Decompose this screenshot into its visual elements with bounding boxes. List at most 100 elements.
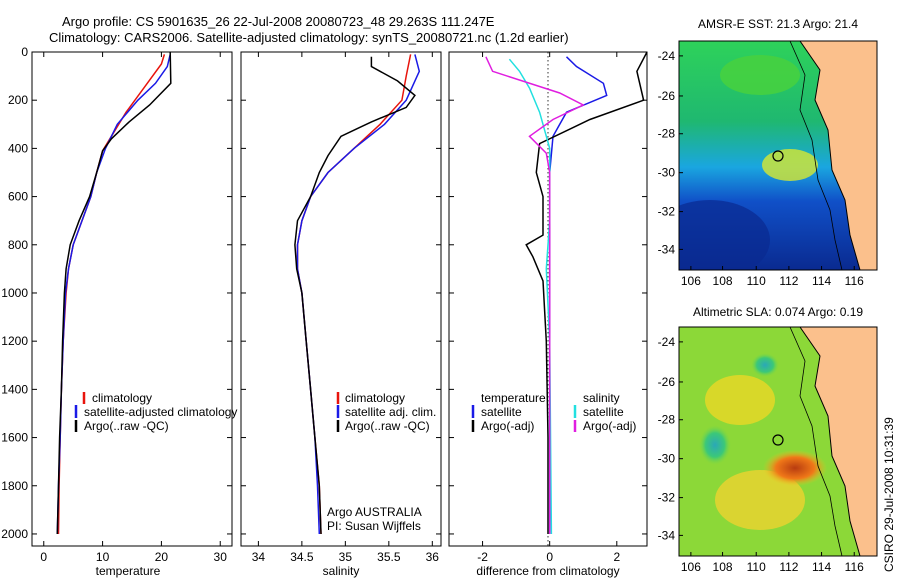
depth-axis: 0 200 400 600 800 1000 1200 1400 1600 1800 2000 [1, 45, 232, 541]
legend-entry-argo: Argo(..raw -QC) [84, 419, 169, 433]
argo-position-marker [772, 150, 784, 162]
lat-tick-label: -30 [658, 166, 676, 180]
timestamp-label: CSIRO 29-Jul-2008 10:31:39 [882, 417, 896, 572]
legend-entry-sal-argo: Argo(-adj) [583, 419, 636, 433]
y-tick-label: 800 [8, 238, 28, 252]
lon-tick-label: 106 [681, 560, 701, 574]
sst-cool-patch [679, 200, 770, 270]
legend-entry-satellite-adj: satellite adj. clim. [345, 405, 436, 419]
y-tick-label: 1200 [1, 334, 28, 348]
y-tick-label: 2000 [1, 527, 28, 541]
sst-warm-patch [762, 149, 818, 181]
y-tick-label: 400 [8, 141, 28, 155]
lon-tick-label: 114 [812, 560, 831, 574]
difference-x-axis: -2 0 2 [477, 52, 620, 564]
y-tick-label: 600 [8, 190, 28, 204]
lon-tick-label: 112 [779, 560, 798, 574]
legend-entry-climatology: climatology [92, 391, 152, 405]
lat-tick-label: -26 [658, 89, 676, 103]
lat-tick-label: -24 [658, 335, 676, 349]
shelf-contour [789, 41, 843, 270]
series-line-salinity-argo-adj- [485, 56, 585, 534]
lon-tick-label: 116 [845, 560, 864, 574]
sst-map: AMSR-E SST: 21.3 Argo: 21.4 106 108 110 112… [658, 17, 878, 288]
legend-entry-sal-satellite: satellite [583, 405, 624, 419]
lon-tick-label: 116 [845, 274, 864, 288]
x-tick-label: 35.5 [377, 550, 401, 564]
series-line-temperature-argo-adj- [525, 51, 648, 534]
x-tick-label: 36 [426, 550, 440, 564]
x-tick-label: 10 [96, 550, 110, 564]
argo-position-marker [772, 434, 784, 446]
legend-entry-satellite-adjusted: satellite-adjusted climatology [84, 405, 237, 419]
sla-map-frame [678, 326, 878, 557]
temperature-xlabel: temperature [96, 564, 161, 578]
legend-header-temperature: temperature [481, 391, 546, 405]
figure-title-line1: Argo profile: CS 5901635_26 22-Jul-2008 … [62, 14, 495, 29]
temperature-legend: climatology satellite-adjusted climatolo… [74, 391, 237, 433]
x-tick-label: 35 [339, 550, 353, 564]
temperature-x-axis: 0 10 20 30 [40, 52, 227, 564]
lon-tick-label: 114 [812, 274, 831, 288]
figure-title-line2: Climatology: CARS2006. Satellite-adjuste… [49, 30, 569, 45]
legend-entry-temp-argo: Argo(-adj) [481, 419, 534, 433]
lat-tick-label: -24 [658, 49, 676, 63]
y-tick-label: 1800 [1, 479, 28, 493]
y-tick-label: 1400 [1, 382, 28, 396]
sst-map-frame [678, 40, 878, 271]
y-tick-label: 1000 [1, 286, 28, 300]
y-tick-label: 200 [8, 93, 28, 107]
salinity-axes-box [240, 51, 442, 547]
sla-warm-eddy [763, 450, 827, 486]
difference-legend: temperature satellite Argo(-adj) salinit… [471, 391, 636, 433]
series-line-argo-raw-qc- [294, 56, 416, 535]
lat-tick-label: -30 [658, 452, 676, 466]
lon-tick-label: 112 [779, 274, 798, 288]
float-owner: Argo AUSTRALIA [327, 505, 422, 519]
sla-map-axes: 106 108 110 112 114 116 -24 -26 -28 -30 -32 -34 [658, 335, 864, 574]
salinity-y-ticks [241, 51, 441, 535]
x-tick-label: 30 [214, 550, 228, 564]
sla-yellow-patch-south [715, 470, 805, 530]
lat-tick-label: -32 [658, 205, 676, 219]
salinity-x-axis: 34 34.5 35 35.5 36 [252, 52, 440, 564]
y-tick-label: 0 [21, 45, 28, 59]
legend-entry-climatology: climatology [345, 391, 405, 405]
sst-map-axes: 106 108 110 112 114 116 -24 -26 -28 -30 -32 -34 [658, 49, 864, 288]
lon-tick-label: 108 [713, 560, 733, 574]
lon-tick-label: 110 [747, 560, 766, 574]
lon-tick-label: 106 [681, 274, 701, 288]
sst-map-title: AMSR-E SST: 21.3 Argo: 21.4 [698, 17, 858, 31]
salinity-xlabel: salinity [323, 564, 360, 578]
x-tick-label: 20 [155, 550, 169, 564]
x-tick-label: 2 [613, 550, 620, 564]
lat-tick-label: -28 [658, 127, 676, 141]
temperature-panel: 0 200 400 600 800 1000 1200 1400 1600 1800 2000 0 1… [1, 45, 237, 578]
y-tick-label: 1600 [1, 431, 28, 445]
legend-entry-temp-satellite: satellite [481, 405, 522, 419]
difference-xlabel: difference from climatology [476, 564, 619, 578]
sla-map: Altimetric SLA: 0.074 Argo: 0.19 106 108 1… [658, 305, 878, 574]
coastline [799, 41, 861, 270]
difference-y-ticks [449, 51, 647, 535]
x-tick-label: 34 [252, 550, 266, 564]
salinity-series [294, 54, 421, 535]
shelf-contour [789, 327, 843, 556]
series-line-salinity-satellite [508, 58, 553, 535]
legend-entry-argo: Argo(..raw -QC) [345, 419, 430, 433]
series-line-argo-raw-qc- [56, 51, 172, 535]
x-tick-label: 0 [546, 550, 553, 564]
x-tick-label: 0 [40, 550, 47, 564]
lat-tick-label: -34 [658, 242, 676, 256]
x-tick-label: 34.5 [290, 550, 314, 564]
coastline [799, 327, 861, 556]
salinity-legend: climatology satellite adj. clim. Argo(..… [336, 391, 436, 433]
lat-tick-label: -32 [658, 491, 676, 505]
lat-tick-label: -26 [658, 375, 676, 389]
x-tick-label: -2 [477, 550, 488, 564]
lon-tick-label: 110 [747, 274, 766, 288]
sla-yellow-patch [705, 375, 775, 425]
float-pi: PI: Susan Wijffels [327, 519, 421, 533]
salinity-panel: 34 34.5 35 35.5 36 salinity climatology sate… [240, 51, 442, 578]
